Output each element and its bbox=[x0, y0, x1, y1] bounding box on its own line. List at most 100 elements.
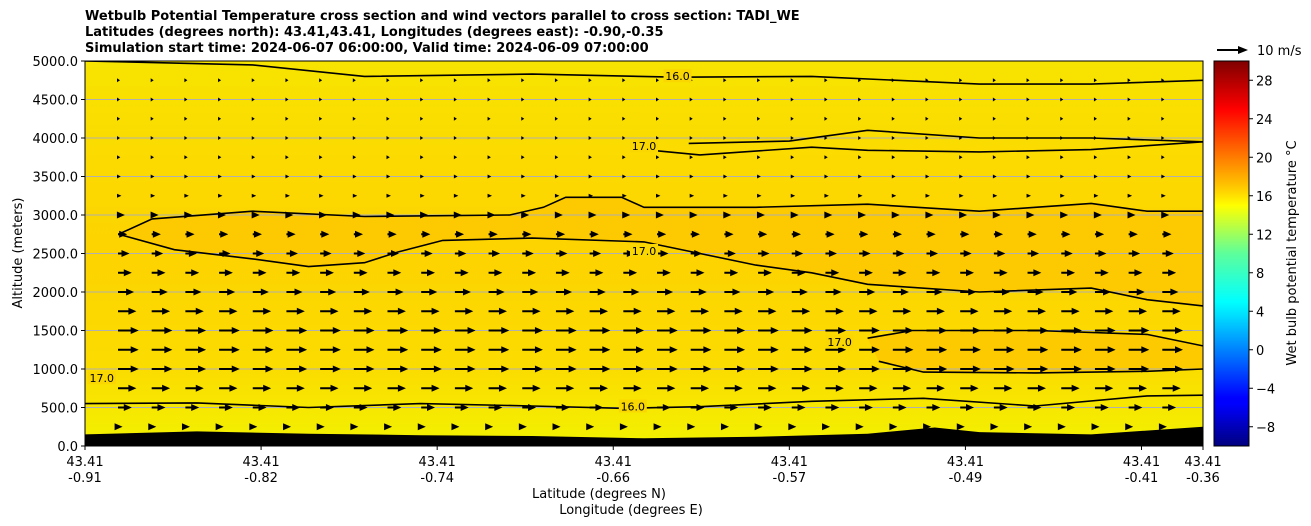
wind-vector bbox=[420, 116, 424, 121]
wind-vector bbox=[451, 423, 460, 431]
wind-vector-head bbox=[1006, 346, 1015, 354]
wind-vector-head bbox=[487, 211, 496, 219]
wind-vector bbox=[454, 327, 476, 334]
contour-label: 16.0 bbox=[665, 70, 690, 83]
wind-vector bbox=[1128, 307, 1148, 315]
wind-vector bbox=[589, 365, 611, 373]
wind-vector-head bbox=[595, 404, 604, 411]
wind-vector-head bbox=[117, 116, 120, 121]
wind-vector bbox=[824, 97, 828, 102]
wind-vector-head bbox=[159, 288, 168, 296]
wind-vector bbox=[992, 116, 996, 121]
wind-vector bbox=[151, 307, 171, 315]
wind-vector bbox=[1128, 346, 1150, 354]
wind-vector-head bbox=[561, 404, 570, 411]
wind-vector bbox=[589, 269, 604, 277]
wind-vector-head bbox=[905, 346, 914, 354]
wind-vector bbox=[993, 307, 1013, 315]
wind-vector bbox=[1093, 211, 1102, 219]
x-tick-label-lat: 43.41 bbox=[242, 455, 279, 470]
wind-vector-head bbox=[622, 116, 626, 121]
wind-vector bbox=[488, 288, 505, 296]
wind-vector bbox=[824, 78, 828, 83]
wind-vector bbox=[689, 97, 693, 102]
wind-vector-head bbox=[869, 384, 878, 392]
wind-vector bbox=[522, 230, 532, 238]
wind-vector-head bbox=[804, 365, 813, 373]
wind-vector bbox=[892, 250, 905, 257]
wind-vector-head bbox=[117, 155, 121, 160]
wind-vector bbox=[522, 269, 537, 277]
wind-vector-head bbox=[858, 116, 862, 121]
wind-vector bbox=[421, 230, 431, 238]
wind-vector bbox=[1061, 404, 1076, 411]
wind-vector-head bbox=[696, 269, 705, 277]
wind-vector bbox=[993, 327, 1015, 334]
wind-vector-head bbox=[669, 346, 678, 354]
wind-vector-head bbox=[1093, 174, 1098, 179]
wind-vector-head bbox=[397, 384, 406, 392]
wind-vector-head bbox=[1060, 97, 1064, 102]
wind-vector-head bbox=[528, 269, 537, 277]
wind-vector bbox=[690, 404, 705, 411]
wind-vector-head bbox=[889, 423, 898, 431]
wind-vector bbox=[286, 404, 301, 411]
wind-vector-head bbox=[424, 250, 433, 257]
wind-vector-head bbox=[1136, 288, 1145, 296]
wind-vector-head bbox=[898, 269, 907, 277]
wind-vector-head bbox=[191, 404, 200, 411]
wind-vector bbox=[454, 365, 476, 373]
wind-vector-head bbox=[359, 269, 368, 277]
wind-vector bbox=[320, 327, 341, 334]
wind-vector bbox=[758, 307, 777, 315]
wind-vector-head bbox=[656, 174, 660, 179]
wind-vector-head bbox=[150, 211, 159, 219]
wind-vector bbox=[1161, 136, 1165, 140]
wind-vector-head bbox=[992, 155, 997, 160]
wind-vector bbox=[285, 78, 289, 83]
wind-vector-head bbox=[835, 384, 844, 392]
wind-vector-head bbox=[631, 288, 640, 296]
contour-line bbox=[118, 233, 1203, 307]
wind-vector-head bbox=[462, 288, 471, 296]
wind-vector bbox=[151, 327, 173, 334]
wind-vector bbox=[1093, 116, 1097, 121]
wind-vector-head bbox=[1026, 211, 1035, 219]
wind-vector bbox=[522, 365, 543, 373]
wind-vector bbox=[623, 384, 642, 392]
wind-vector bbox=[554, 97, 558, 102]
wind-vector bbox=[588, 155, 592, 160]
wind-vector-head bbox=[426, 404, 435, 411]
wind-vector-head bbox=[1107, 365, 1116, 373]
wind-vector-head bbox=[453, 97, 457, 102]
wind-vector bbox=[825, 307, 844, 315]
wind-vector-head bbox=[898, 404, 907, 411]
wind-vector bbox=[1162, 384, 1181, 392]
wind-vector bbox=[926, 307, 945, 315]
wind-vector-head bbox=[590, 230, 599, 238]
wind-vector-head bbox=[757, 155, 761, 160]
y-tick-label: 2500.0 bbox=[33, 248, 79, 263]
wind-vector bbox=[118, 384, 137, 392]
wind-vector-head bbox=[319, 211, 328, 219]
wind-vector bbox=[151, 384, 171, 392]
y-tick-label: 1000.0 bbox=[33, 363, 79, 378]
wind-vector bbox=[555, 307, 575, 315]
wind-vector bbox=[790, 174, 795, 179]
wind-vector bbox=[1161, 211, 1170, 219]
wind-vector bbox=[554, 211, 563, 219]
wind-vector bbox=[386, 211, 395, 219]
wind-vector-head bbox=[198, 365, 207, 373]
wind-vector bbox=[892, 365, 914, 373]
wind-vector bbox=[656, 155, 660, 160]
wind-vector-head bbox=[420, 193, 425, 198]
wind-vector bbox=[488, 307, 507, 315]
wind-vector bbox=[554, 78, 558, 83]
wind-vector bbox=[319, 174, 323, 179]
wind-vector-head bbox=[521, 193, 526, 198]
contour-label: 17.0 bbox=[827, 336, 852, 349]
wind-vector-head bbox=[330, 307, 339, 315]
wind-key-arrow-head bbox=[1238, 46, 1248, 54]
wind-vector-head bbox=[263, 384, 272, 392]
wind-vector-head bbox=[1040, 327, 1049, 334]
